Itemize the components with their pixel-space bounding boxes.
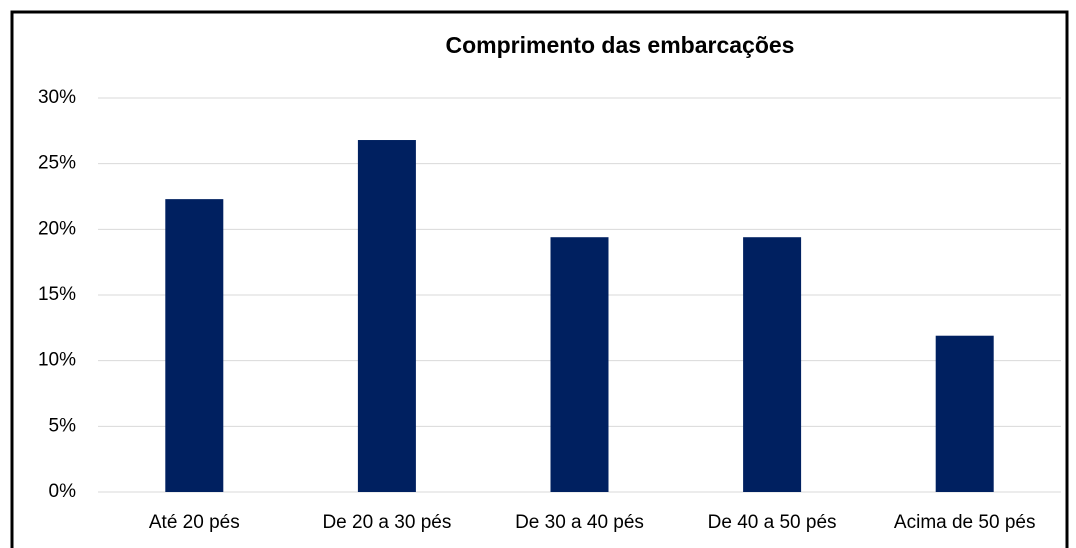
x-tick-label: De 30 a 40 pés [515,512,644,533]
y-tick-label: 20% [38,218,76,239]
y-tick-label: 25% [38,153,76,174]
bar [165,199,224,493]
y-tick-label: 0% [49,481,77,502]
y-tick-label: 15% [38,284,76,305]
bar [550,237,609,492]
bar [743,237,802,492]
x-tick-label: Acima de 50 pés [894,512,1036,533]
x-tick-label: Até 20 pés [149,512,240,533]
x-tick-label: De 40 a 50 pés [708,512,837,533]
chart-title: Comprimento das embarcações [446,32,795,58]
y-tick-label: 5% [49,415,77,436]
chart-border [10,10,1069,548]
bar [935,335,994,492]
y-tick-label: 30% [38,87,76,108]
x-tick-label: De 20 a 30 pés [322,512,451,533]
bar [357,140,416,492]
y-tick-label: 10% [38,350,76,371]
